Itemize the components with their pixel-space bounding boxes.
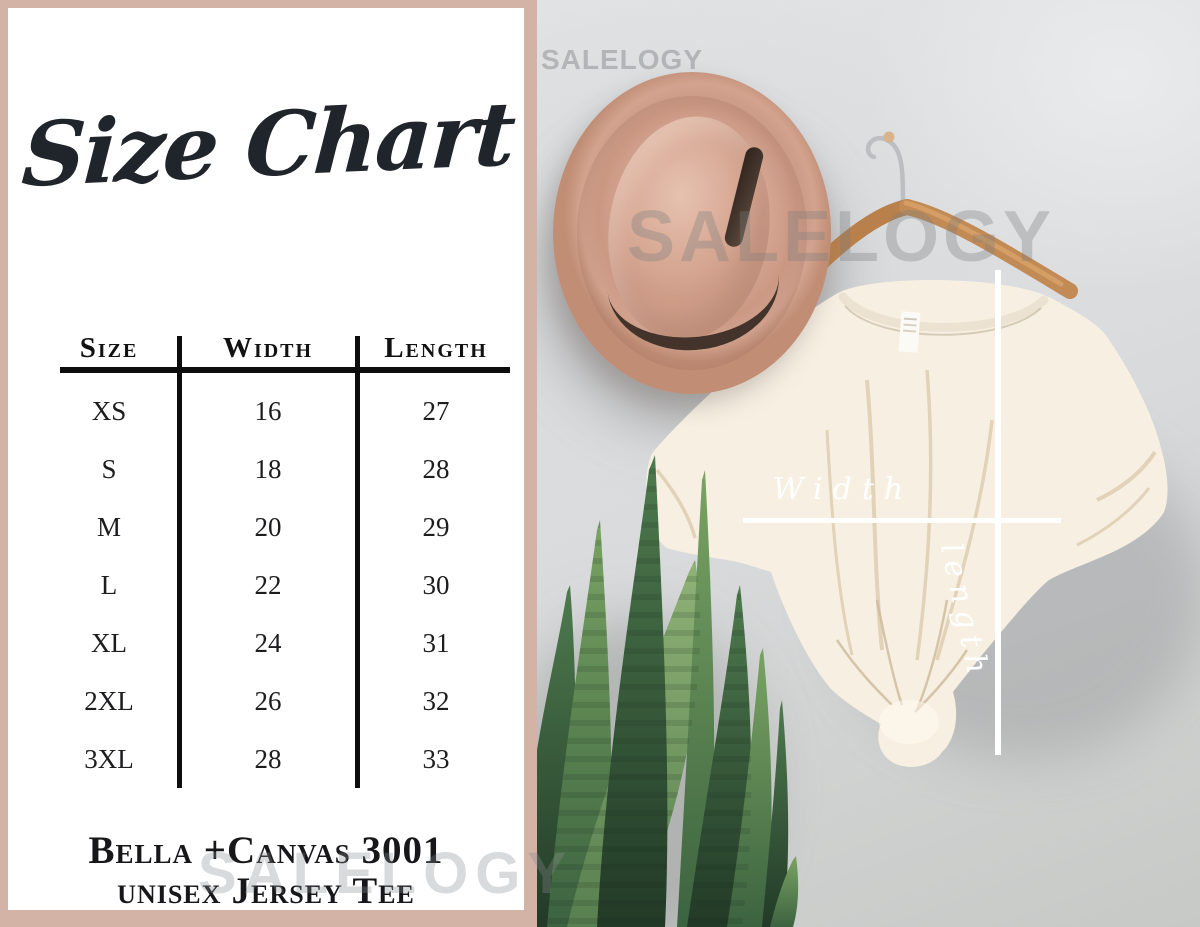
- knot-highlight: [879, 700, 939, 744]
- tshirt-silhouette: [646, 279, 1168, 767]
- table-row-length: 33: [422, 743, 450, 774]
- table-row-length: 31: [422, 627, 450, 658]
- table-divider: [177, 336, 182, 788]
- table-row-width: 28: [254, 743, 282, 774]
- watermark-center: SALELOGY: [627, 197, 1056, 277]
- table-row-length: 29: [422, 511, 450, 542]
- plant-leaves: [537, 455, 799, 927]
- hanger-hook-ball: [883, 131, 895, 143]
- table-row-size: XL: [91, 627, 127, 658]
- hanger-wood-highlight: [903, 200, 1064, 287]
- column-header-size: Size: [79, 331, 139, 364]
- table-row-width: 18: [254, 453, 282, 484]
- table-divider: [355, 336, 360, 788]
- length-measure-line: [995, 270, 1001, 755]
- table-row-width: 16: [254, 395, 282, 426]
- table-row-length: 30: [422, 569, 450, 600]
- size-card-frame: Size Chart Size Width Length XS 16 27 S …: [0, 0, 537, 927]
- table-row-length: 28: [422, 453, 450, 484]
- watermark-top: SALELOGY: [541, 44, 704, 75]
- table-row-width: 20: [254, 511, 282, 542]
- column-header-width: Width: [222, 331, 314, 364]
- table-row-size: 2XL: [84, 685, 134, 716]
- table-row-size: M: [96, 511, 121, 542]
- table-row-size: XS: [91, 395, 127, 426]
- table-row-size: 3XL: [84, 743, 134, 774]
- size-card: Size Chart Size Width Length XS 16 27 S …: [8, 8, 524, 912]
- product-name-line1: Bella +Canvas 3001: [88, 829, 444, 872]
- product-caption: Bella +Canvas 3001 unisex Jersey Tee: [8, 830, 524, 912]
- size-table: Size Width Length XS 16 27 S 18 28 M 20 …: [38, 326, 516, 794]
- product-photo: Width length SALELOGY SALELOGY: [537, 0, 1200, 927]
- table-row-length: 32: [422, 685, 450, 716]
- product-name-line2: unisex Jersey Tee: [117, 871, 415, 912]
- collar-shadow-line: [844, 305, 1042, 336]
- table-row-width: 24: [254, 627, 282, 658]
- table-row-width: 22: [254, 569, 282, 600]
- column-header-length: Length: [384, 331, 488, 364]
- table-row-width: 26: [254, 685, 282, 716]
- snake-plant: [537, 455, 799, 927]
- width-label: Width: [772, 472, 914, 507]
- table-row-size: L: [100, 569, 118, 600]
- table-row-length: 27: [422, 395, 450, 426]
- table-row-size: S: [101, 453, 117, 484]
- width-measure-line: [743, 518, 1061, 523]
- collar-ribbing: [838, 292, 1049, 332]
- neck-tag: [898, 311, 921, 353]
- table-header-rule: [60, 367, 510, 373]
- page-title: Size Chart: [19, 81, 517, 207]
- watermark-bottom: SALELOGY: [198, 841, 574, 906]
